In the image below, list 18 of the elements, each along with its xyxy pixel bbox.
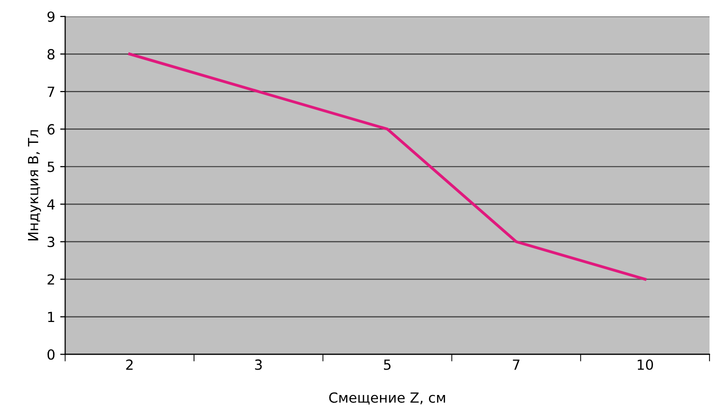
line-series [128,52,646,281]
x-axis-title: Смещение Z, см [329,392,446,405]
y-tick-label: 8 [48,48,54,60]
x-tick-label: 2 [126,359,133,370]
y-axis-title: Индукция B, Тл [28,130,42,240]
y-tick-label: 1 [48,312,54,322]
y-tick-label: 7 [48,86,54,97]
y-tick-label: 9 [47,11,54,22]
x-tick-label: 3 [255,359,262,370]
y-tick-label: 4 [47,199,55,210]
y-tick-label: 3 [48,236,54,248]
x-tick-label: 10 [638,359,653,370]
x-tick-label: 5 [384,360,391,370]
y-tick-label: 6 [48,124,55,135]
x-tick-label: 7 [512,360,520,370]
y-tick-label: 2 [48,274,54,285]
y-tick-label: 0 [48,349,55,360]
y-tick-label: 5 [48,162,54,172]
